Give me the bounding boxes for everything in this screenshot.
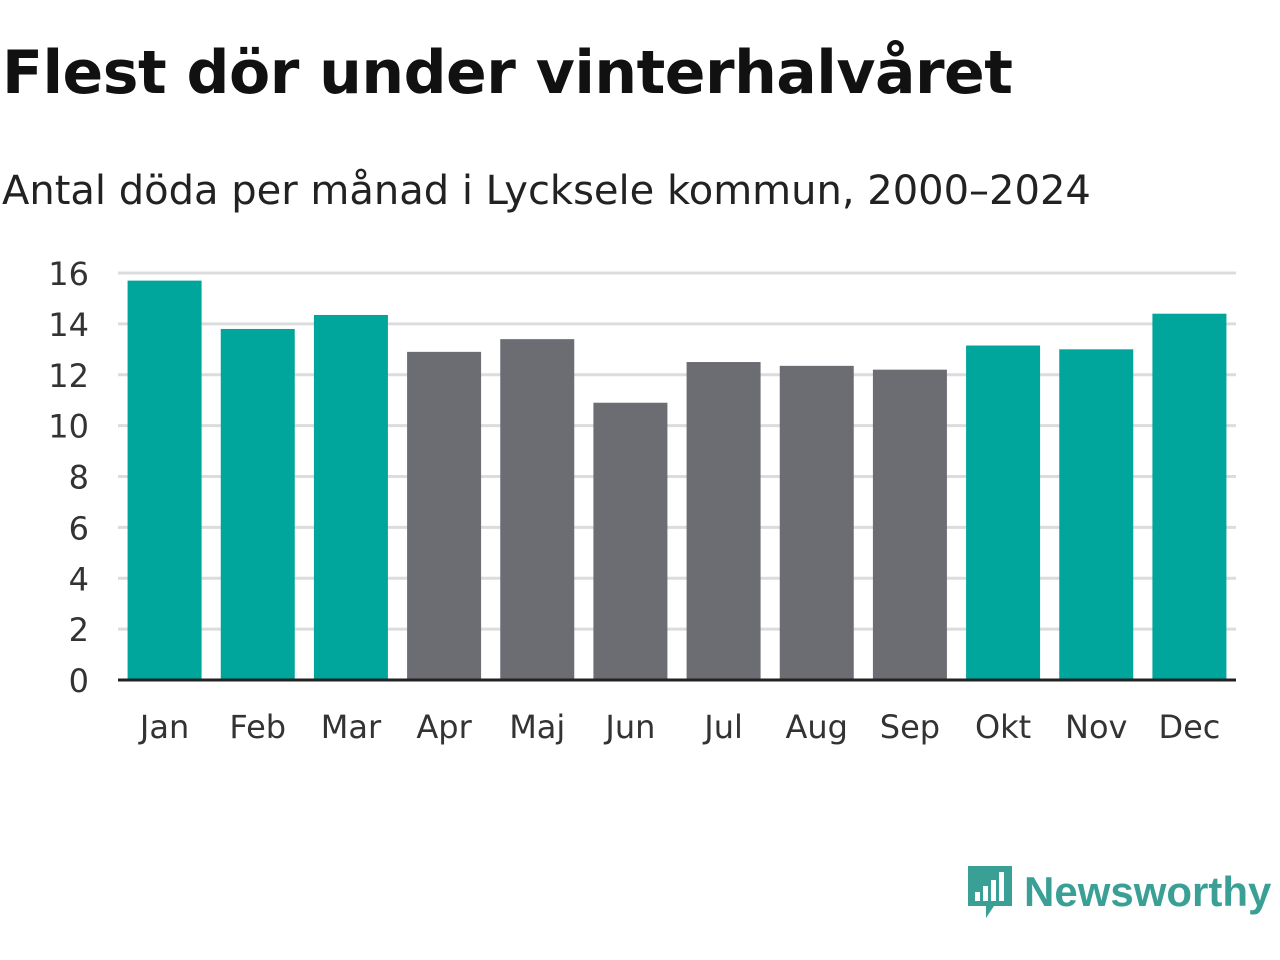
bar-apr <box>407 351 482 680</box>
x-tick-label: Jul <box>702 708 743 746</box>
y-tick-label: 10 <box>48 408 89 446</box>
bar-feb <box>220 328 295 680</box>
x-tick-label: Sep <box>880 708 940 746</box>
x-tick-label: Okt <box>975 708 1031 746</box>
newsworthy-logo-icon <box>968 866 1012 918</box>
chart-title: Flest dör under vinterhalvåret <box>2 38 1013 108</box>
x-tick-label: Dec <box>1158 708 1220 746</box>
brand-name: Newsworthy <box>1024 868 1272 915</box>
x-tick-label: Mar <box>321 708 382 746</box>
y-tick-label: 6 <box>69 509 89 547</box>
bar-jun <box>593 402 668 680</box>
grid-lines <box>118 271 1236 631</box>
y-tick-label: 16 <box>48 255 89 293</box>
bar-nov <box>1059 349 1134 680</box>
bars <box>127 280 1227 680</box>
bar-aug <box>779 365 854 680</box>
bar-okt <box>966 345 1041 680</box>
chart-subtitle: Antal döda per månad i Lycksele kommun, … <box>2 168 1091 214</box>
x-tick-label: Feb <box>229 708 286 746</box>
y-tick-label: 2 <box>69 611 89 649</box>
axes: 0 2 4 6 8 10 12 14 16 Jan Feb Mar Apr Maj Jun Jul Aug Sep… <box>48 255 1236 746</box>
bar-chart: 0 2 4 6 8 10 12 14 16 Jan Feb Mar Apr Maj Jun Jul Aug Sep… <box>48 255 1236 746</box>
x-tick-label: Nov <box>1065 708 1127 746</box>
x-tick-label: Maj <box>509 708 565 746</box>
x-tick-label: Aug <box>786 708 848 746</box>
x-tick-label: Apr <box>416 708 472 746</box>
bar-jul <box>686 362 761 680</box>
y-tick-label: 8 <box>69 459 89 497</box>
bar-dec <box>1152 313 1227 680</box>
bar-maj <box>500 339 575 680</box>
y-tick-label: 14 <box>48 306 89 344</box>
newsworthy-logo: Newsworthy <box>964 862 1271 922</box>
x-tick-label: Jun <box>603 708 655 746</box>
bar-mar <box>313 314 388 680</box>
x-tick-label: Jan <box>138 708 189 746</box>
y-tick-label: 0 <box>69 662 89 700</box>
bar-sep <box>872 369 947 680</box>
y-tick-label: 12 <box>48 357 89 395</box>
bar-jan <box>127 280 202 680</box>
y-tick-label: 4 <box>69 560 89 598</box>
